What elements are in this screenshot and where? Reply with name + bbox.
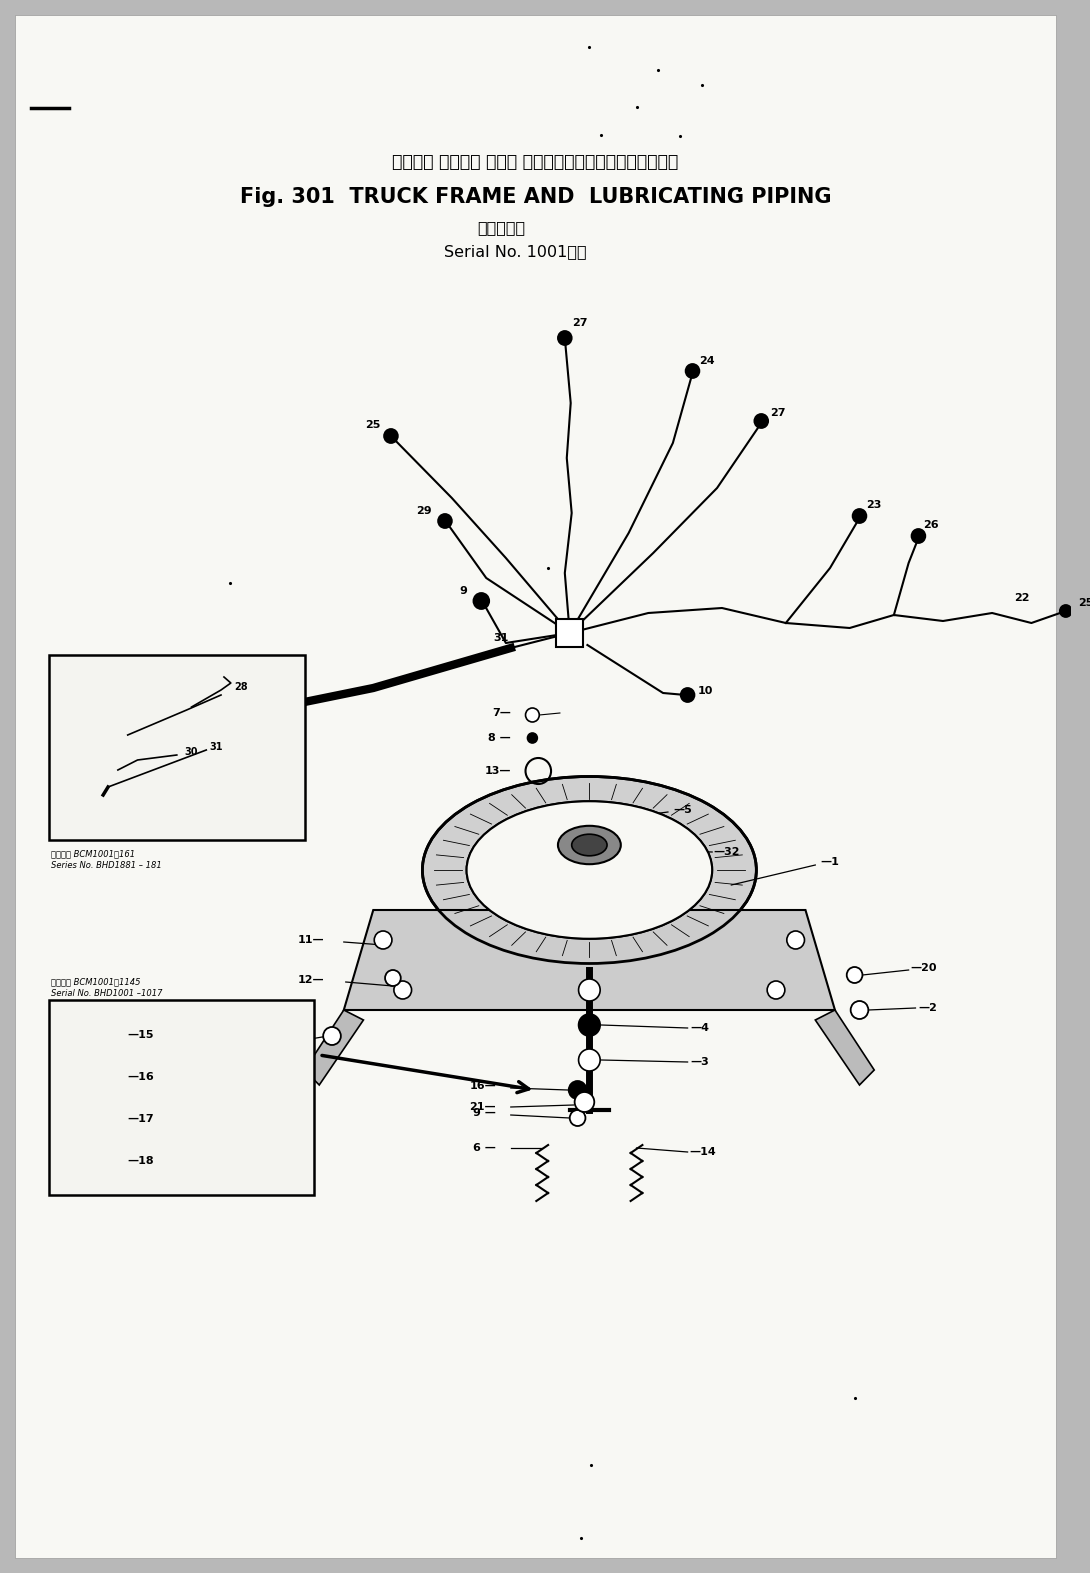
Text: 21—: 21— <box>470 1103 496 1112</box>
Circle shape <box>109 764 123 779</box>
Circle shape <box>69 1070 85 1085</box>
Text: 10: 10 <box>698 686 713 695</box>
Circle shape <box>374 931 392 949</box>
Text: 6 —: 6 — <box>473 1144 496 1153</box>
Text: 8 —: 8 — <box>488 733 511 742</box>
Text: —14: —14 <box>689 1147 716 1158</box>
Circle shape <box>323 1027 341 1044</box>
Text: 13—: 13— <box>484 766 511 775</box>
Ellipse shape <box>558 826 621 864</box>
Text: —1: —1 <box>821 857 839 867</box>
Text: —5: —5 <box>674 805 692 815</box>
Text: —2: —2 <box>919 1004 937 1013</box>
Circle shape <box>574 1092 594 1112</box>
Text: 25: 25 <box>365 420 380 429</box>
Circle shape <box>686 363 700 378</box>
Text: 29: 29 <box>416 507 432 516</box>
Polygon shape <box>815 1010 874 1085</box>
Text: 31: 31 <box>209 742 222 752</box>
Text: 11—: 11— <box>298 934 324 945</box>
Circle shape <box>579 1049 601 1071</box>
Circle shape <box>438 514 452 529</box>
Circle shape <box>767 982 785 999</box>
Text: 24: 24 <box>700 355 715 367</box>
Text: 30: 30 <box>185 747 198 757</box>
Circle shape <box>754 414 768 428</box>
Text: 31: 31 <box>494 632 509 643</box>
Text: 7—: 7— <box>492 708 511 717</box>
Text: —16: —16 <box>128 1073 155 1082</box>
Text: 適用年式 BCM1001－161: 適用年式 BCM1001－161 <box>51 849 135 859</box>
Text: Serial No. BHD1001 –1017: Serial No. BHD1001 –1017 <box>51 989 162 999</box>
Text: 2: 2 <box>252 1040 259 1051</box>
Text: 26: 26 <box>923 521 938 530</box>
Text: 27: 27 <box>771 407 786 418</box>
Text: （適用号機: （適用号機 <box>477 220 525 236</box>
Circle shape <box>852 510 867 522</box>
Circle shape <box>121 728 134 742</box>
Circle shape <box>473 593 489 609</box>
Circle shape <box>681 687 694 702</box>
Text: —18: —18 <box>128 1156 155 1166</box>
Circle shape <box>565 628 574 639</box>
Text: Fig. 301  TRUCK FRAME AND  LUBRICATING PIPING: Fig. 301 TRUCK FRAME AND LUBRICATING PIP… <box>240 187 831 208</box>
Text: 28: 28 <box>234 683 247 692</box>
Bar <box>49 1000 314 1195</box>
Text: Serial No. 1001～）: Serial No. 1001～） <box>445 244 588 260</box>
Circle shape <box>1059 606 1071 617</box>
Text: 適用年式 BCM1001－1145: 適用年式 BCM1001－1145 <box>51 977 141 986</box>
Circle shape <box>850 1000 869 1019</box>
Text: —20: —20 <box>910 963 936 974</box>
Text: 23: 23 <box>867 500 882 510</box>
Text: —17: —17 <box>128 1114 155 1125</box>
Circle shape <box>787 931 804 949</box>
Circle shape <box>570 1111 585 1126</box>
Circle shape <box>384 429 398 444</box>
Circle shape <box>579 1015 601 1037</box>
Ellipse shape <box>423 777 756 964</box>
Circle shape <box>569 1081 586 1100</box>
Circle shape <box>393 982 412 999</box>
Text: 9: 9 <box>460 587 468 596</box>
Circle shape <box>579 978 601 1000</box>
Text: 27: 27 <box>572 318 588 329</box>
Circle shape <box>847 967 862 983</box>
Text: —15: —15 <box>128 1030 154 1040</box>
Circle shape <box>69 1111 85 1126</box>
Text: 16—: 16— <box>470 1081 496 1092</box>
Text: 12—: 12— <box>298 975 324 985</box>
Circle shape <box>69 1153 85 1169</box>
Bar <box>49 654 304 840</box>
Circle shape <box>911 529 925 543</box>
Text: Series No. BHD1881 – 181: Series No. BHD1881 – 181 <box>51 862 161 870</box>
Text: 22: 22 <box>1014 593 1029 602</box>
Ellipse shape <box>467 801 712 939</box>
Polygon shape <box>343 911 835 1010</box>
Text: —4: —4 <box>690 1022 708 1033</box>
Text: 9 —: 9 — <box>473 1107 496 1118</box>
Circle shape <box>525 708 540 722</box>
Text: トラック フレーム および ルーブリケーティングバイピング: トラック フレーム および ルーブリケーティングバイピング <box>392 153 678 171</box>
Bar <box>556 620 583 647</box>
Circle shape <box>385 971 401 986</box>
Polygon shape <box>304 1010 363 1085</box>
Circle shape <box>528 733 537 742</box>
Ellipse shape <box>571 834 607 856</box>
Text: —3: —3 <box>690 1057 708 1066</box>
Text: 25: 25 <box>1078 598 1090 609</box>
Text: —32: —32 <box>714 846 740 857</box>
Circle shape <box>558 330 571 344</box>
Circle shape <box>69 1027 85 1043</box>
